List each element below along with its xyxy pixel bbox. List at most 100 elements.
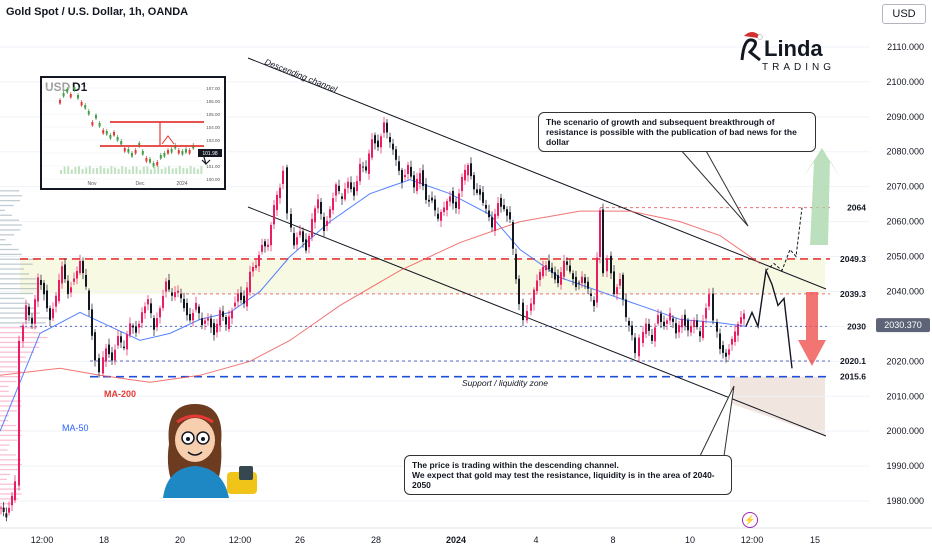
candle-body bbox=[198, 306, 200, 314]
inset-volume-bar bbox=[193, 167, 196, 174]
candle-body bbox=[593, 300, 595, 306]
candle-body bbox=[725, 352, 727, 357]
candle-body bbox=[380, 136, 382, 148]
volume-bar bbox=[0, 464, 22, 466]
volume-bar bbox=[0, 322, 46, 324]
candle-body bbox=[0, 507, 2, 509]
candle-body bbox=[126, 334, 128, 350]
candle-body bbox=[681, 318, 683, 328]
inset-y-tick-3: 104.00 bbox=[206, 125, 220, 130]
y-tick-6: 2040.000 bbox=[886, 286, 924, 296]
candle-body bbox=[533, 289, 535, 305]
candle-body bbox=[174, 292, 176, 298]
candle-body bbox=[545, 265, 547, 271]
volume-bar bbox=[0, 366, 18, 368]
volume-bar bbox=[0, 498, 19, 500]
channel-upper-line bbox=[247, 57, 827, 290]
candle-body bbox=[578, 282, 580, 284]
candle-body bbox=[675, 323, 677, 334]
level-label-3: 2030 bbox=[847, 321, 866, 331]
candle-body bbox=[696, 320, 698, 328]
inset-volume-bar bbox=[200, 166, 203, 174]
channel-label: Descending channel bbox=[263, 57, 339, 95]
inset-candle bbox=[116, 137, 119, 141]
candle-body bbox=[186, 302, 188, 316]
volume-bar bbox=[0, 483, 16, 485]
candle-body bbox=[341, 196, 343, 199]
candle-body bbox=[386, 122, 388, 133]
time-axis: 12:00 18 20 12:00 26 28 2024 4 8 10 12:00 15 bbox=[0, 527, 932, 545]
support-zone-fill bbox=[730, 376, 825, 437]
candle-body bbox=[449, 196, 451, 202]
inset-y-tick-6: 101.00 bbox=[206, 164, 220, 169]
x-tick-5: 28 bbox=[371, 535, 381, 545]
candle-body bbox=[88, 290, 90, 310]
candle-body bbox=[569, 265, 571, 272]
y-tick-11: 2090.000 bbox=[886, 112, 924, 122]
alt-forecast-path bbox=[765, 207, 803, 272]
candle-body bbox=[419, 173, 421, 184]
candle-body bbox=[234, 302, 236, 307]
bubble-breakout-scenario: The scenario of growth and subsequent br… bbox=[538, 112, 816, 152]
inset-dxy-chart: USD D1 107.00106.00105.00104.00103.00102… bbox=[40, 76, 226, 190]
candle-body bbox=[645, 323, 647, 334]
inset-candle bbox=[167, 150, 169, 154]
volume-bar bbox=[0, 283, 40, 285]
inset-candle bbox=[152, 163, 155, 167]
candle-body bbox=[8, 507, 10, 513]
candle-body bbox=[702, 321, 704, 338]
x-tick-4: 26 bbox=[295, 535, 305, 545]
candle-body bbox=[563, 261, 565, 277]
candle-body bbox=[105, 348, 107, 362]
candle-body bbox=[551, 267, 553, 273]
channel-lower-line bbox=[247, 206, 827, 437]
inset-candle bbox=[59, 100, 61, 104]
inset-volume-bar bbox=[142, 166, 145, 174]
candle-body bbox=[293, 233, 295, 246]
candle-body bbox=[488, 210, 490, 218]
candle-body bbox=[2, 507, 5, 512]
volume-bar bbox=[0, 331, 40, 334]
candle-body bbox=[443, 207, 445, 213]
y-tick-12: 2100.000 bbox=[886, 77, 924, 87]
candle-body bbox=[572, 273, 574, 280]
y-tick-0: 1980.000 bbox=[886, 496, 924, 506]
candle-body bbox=[365, 166, 367, 171]
inset-candle bbox=[138, 143, 141, 147]
candle-body bbox=[684, 314, 686, 326]
volume-bar bbox=[0, 473, 11, 476]
candle-body bbox=[279, 187, 281, 199]
inset-candle bbox=[66, 89, 69, 93]
inset-x-tick-2: 2024 bbox=[176, 181, 187, 187]
y-tick-9: 2070.000 bbox=[886, 182, 924, 192]
candle-body bbox=[482, 192, 484, 203]
candle-body bbox=[464, 169, 466, 181]
level-label-1: 2049.3 bbox=[840, 254, 866, 264]
currency-button[interactable]: USD bbox=[882, 4, 926, 24]
candle-body bbox=[606, 258, 608, 272]
inset-candle bbox=[141, 151, 144, 155]
candle-body bbox=[14, 481, 16, 501]
candle-body bbox=[476, 189, 478, 193]
lightning-icon[interactable]: ⚡ bbox=[742, 512, 758, 528]
candle-body bbox=[690, 326, 692, 333]
inset-y-tick-0: 107.00 bbox=[206, 86, 220, 91]
candle-body bbox=[734, 331, 736, 342]
candle-body bbox=[111, 352, 113, 361]
inset-candle bbox=[91, 122, 94, 126]
inset-volume-bar bbox=[150, 169, 152, 174]
candle-body bbox=[222, 311, 224, 317]
inset-volume-bar bbox=[175, 167, 178, 174]
candle-body bbox=[743, 313, 745, 320]
candle-body bbox=[335, 184, 337, 196]
inset-candle bbox=[80, 102, 83, 106]
candle-body bbox=[249, 271, 251, 293]
candle-body bbox=[678, 325, 680, 333]
volume-bar bbox=[0, 478, 7, 480]
candle-body bbox=[458, 193, 460, 210]
y-tick-2: 2000.000 bbox=[886, 426, 924, 436]
volume-bar bbox=[0, 204, 14, 207]
candle-body bbox=[43, 282, 45, 295]
